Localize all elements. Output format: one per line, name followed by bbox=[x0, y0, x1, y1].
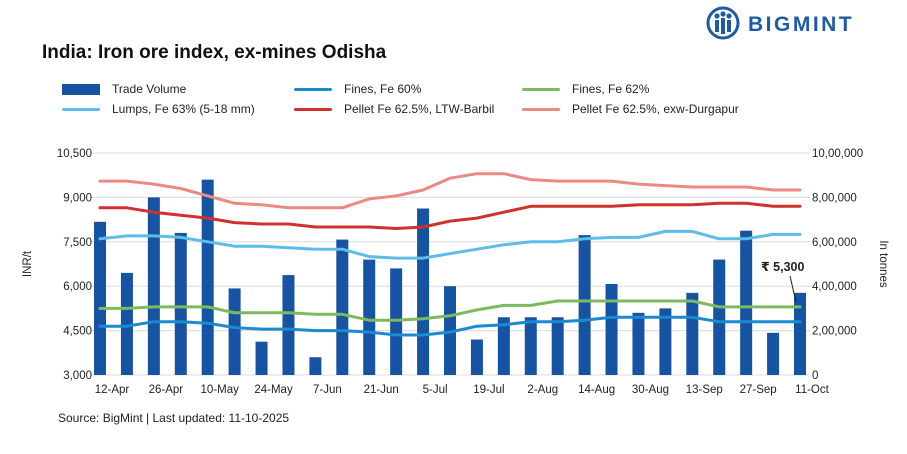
bar-trade-volume bbox=[470, 339, 483, 375]
legend-item-lumps: Lumps, Fe 63% (5-18 mm) bbox=[62, 102, 255, 116]
bar-trade-volume bbox=[390, 268, 403, 375]
annotation-label: ₹ 5,300 bbox=[761, 260, 804, 274]
legend-item-trade-volume: Trade Volume bbox=[62, 82, 186, 96]
y-tick-label: 3,000 bbox=[63, 370, 92, 382]
x-tick-label: 13-Sep bbox=[686, 384, 723, 396]
x-tick-label: 21-Jun bbox=[364, 384, 399, 396]
bar-trade-volume bbox=[686, 292, 699, 375]
bar-trade-volume bbox=[94, 221, 106, 375]
x-tick-label: 27-Sep bbox=[740, 384, 777, 396]
x-tick-label: 10-May bbox=[201, 384, 240, 396]
bar-trade-volume bbox=[524, 317, 537, 375]
x-tick-label: 7-Jun bbox=[313, 384, 342, 396]
legend-label: Fines, Fe 60% bbox=[344, 82, 422, 96]
source-note: Source: BigMint | Last updated: 11-10-20… bbox=[58, 411, 290, 425]
y-tick-label: 4,500 bbox=[63, 326, 92, 338]
x-tick-label: 24-May bbox=[254, 384, 293, 396]
y-tick-label: 7,500 bbox=[63, 237, 92, 249]
bar-trade-volume bbox=[228, 288, 241, 375]
bar-trade-volume bbox=[578, 235, 591, 375]
legend-item-fines-60: Fines, Fe 60% bbox=[294, 82, 421, 96]
x-tick-label: 26-Apr bbox=[149, 384, 184, 396]
y-axis-label: INR/t bbox=[22, 250, 34, 277]
legend-swatch bbox=[62, 83, 100, 95]
legend-label: Trade Volume bbox=[112, 82, 187, 96]
legend-label: Fines, Fe 62% bbox=[572, 82, 650, 96]
y2-tick-label: 8,00,000 bbox=[812, 192, 857, 204]
line-fines-fe-60 bbox=[98, 315, 802, 337]
bar-trade-volume bbox=[417, 208, 430, 375]
chart-legend: Trade Volume Fines, Fe 60% Fines, Fe 62%… bbox=[62, 82, 862, 122]
y2-tick-label: 0 bbox=[812, 370, 818, 382]
bar-trade-volume bbox=[713, 259, 726, 375]
legend-swatch bbox=[522, 107, 560, 111]
line-lumps-fe-63-5-18-mm bbox=[98, 229, 802, 260]
bar-trade-volume bbox=[147, 197, 160, 375]
legend-swatch bbox=[294, 107, 332, 111]
x-tick-label: 5-Jul bbox=[423, 384, 448, 396]
y2-tick-label: 4,00,000 bbox=[812, 281, 857, 293]
y-tick-label: 10,500 bbox=[57, 148, 92, 160]
bar-trade-volume bbox=[659, 308, 672, 375]
y2-tick-label: 10,00,000 bbox=[812, 148, 863, 160]
legend-label: Pellet Fe 62.5%, exw-Durgapur bbox=[572, 102, 739, 116]
y2-tick-label: 2,00,000 bbox=[812, 326, 857, 338]
bar-trade-volume bbox=[632, 312, 645, 375]
legend-item-pellet-barbil: Pellet Fe 62.5%, LTW-Barbil bbox=[294, 102, 494, 116]
x-tick-label: 12-Apr bbox=[95, 384, 130, 396]
bar-trade-volume bbox=[201, 179, 214, 375]
chart-title: India: Iron ore index, ex-mines Odisha bbox=[42, 42, 387, 63]
bar-trade-volume bbox=[551, 317, 564, 375]
brand-name: BIGMINT bbox=[748, 13, 855, 36]
bar-trade-volume bbox=[120, 272, 133, 375]
y-tick-label: 9,000 bbox=[63, 192, 92, 204]
x-tick-label: 14-Aug bbox=[578, 384, 615, 396]
line-pellet-fe-62-5-ltw-barbil bbox=[98, 201, 802, 230]
legend-label: Pellet Fe 62.5%, LTW-Barbil bbox=[344, 102, 495, 116]
line-fines-fe-62 bbox=[98, 299, 802, 322]
x-tick-label: 11-Oct bbox=[795, 384, 829, 396]
legend-label: Lumps, Fe 63% (5-18 mm) bbox=[112, 102, 255, 116]
legend-item-pellet-durgapur: Pellet Fe 62.5%, exw-Durgapur bbox=[522, 102, 739, 116]
bigmint-logo-icon bbox=[706, 6, 740, 40]
y2-axis-label: In tonnes bbox=[877, 240, 889, 288]
bar-trade-volume bbox=[794, 292, 806, 375]
legend-swatch bbox=[62, 107, 100, 111]
bigmint-logo: BIGMINT bbox=[706, 6, 886, 40]
y2-tick-label: 6,00,000 bbox=[812, 237, 857, 249]
bar-trade-volume bbox=[282, 275, 295, 375]
bar-trade-volume bbox=[174, 232, 187, 375]
bar-trade-volume bbox=[740, 230, 753, 375]
line-pellet-fe-62-5-exw-durgapur bbox=[98, 172, 802, 210]
bar-trade-volume bbox=[605, 283, 618, 375]
bar-trade-volume bbox=[363, 259, 376, 375]
x-tick-label: 2-Aug bbox=[527, 384, 558, 396]
y-tick-label: 6,000 bbox=[63, 281, 92, 293]
x-tick-label: 30-Aug bbox=[632, 384, 669, 396]
bar-trade-volume bbox=[497, 317, 510, 375]
annotation-leader bbox=[789, 275, 797, 303]
legend-swatch bbox=[522, 87, 560, 91]
legend-swatch bbox=[294, 87, 332, 91]
legend-item-fines-62: Fines, Fe 62% bbox=[522, 82, 649, 96]
bar-trade-volume bbox=[336, 239, 349, 375]
x-tick-label: 19-Jul bbox=[473, 384, 504, 396]
bar-trade-volume bbox=[767, 332, 780, 375]
bar-trade-volume bbox=[309, 357, 322, 375]
bar-trade-volume bbox=[255, 341, 268, 375]
